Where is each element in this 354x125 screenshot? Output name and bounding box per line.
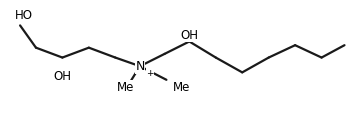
Text: Me: Me <box>117 81 135 94</box>
Text: OH: OH <box>53 70 72 83</box>
Text: N: N <box>135 60 145 73</box>
Text: Me: Me <box>173 81 190 94</box>
Text: +: + <box>146 68 154 78</box>
Text: HO: HO <box>15 9 33 22</box>
Text: OH: OH <box>180 28 198 42</box>
